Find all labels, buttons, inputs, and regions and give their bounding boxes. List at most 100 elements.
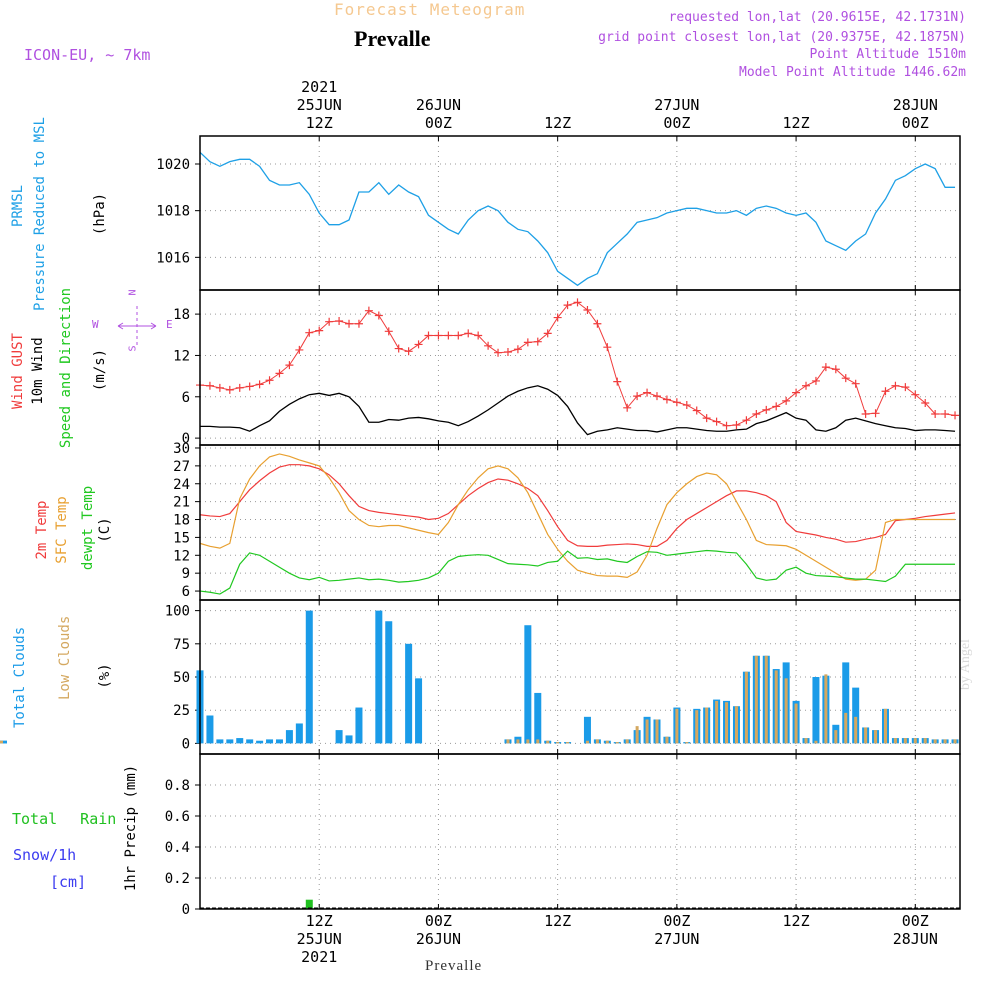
wind-gust-point: [424, 331, 433, 340]
low-clouds-bar: [784, 678, 788, 744]
y-tick-label: 12: [173, 348, 190, 364]
wind-gust-point: [762, 405, 771, 414]
wind-gust-point: [474, 331, 483, 340]
wind-gust-point: [613, 377, 622, 386]
wind-gust-point: [573, 298, 582, 307]
wind-gust-point: [315, 326, 324, 335]
y-tick-label: 15: [173, 530, 190, 546]
panel-frame: [199, 753, 961, 910]
wind-gust-point: [335, 317, 344, 325]
wind-gust-point: [931, 410, 940, 418]
y-tick-label: 25: [173, 703, 190, 719]
model-label: ICON-EU, ~ 7km: [24, 46, 151, 64]
bottom-time-label: 25JUN: [297, 930, 342, 948]
wind-gust-point: [394, 344, 403, 353]
low-clouds-bar: [526, 739, 530, 744]
low-clouds-bar: [516, 739, 520, 744]
y-tick-label: 100: [165, 604, 190, 620]
low-clouds-bar: [913, 738, 917, 744]
total-clouds-bar: [266, 739, 274, 744]
wind-gust-point: [235, 383, 244, 392]
low-clouds-bar: [864, 727, 868, 744]
wind-gust-point: [702, 414, 711, 423]
rain-bar: [305, 899, 313, 909]
wind-gust-point: [831, 365, 840, 374]
wind-gust-point: [275, 369, 284, 378]
low-clouds-bar: [943, 739, 947, 744]
y-tick-label: 0: [182, 736, 190, 752]
y-tick-label: 6: [182, 584, 190, 600]
wind-gust-point: [662, 395, 671, 404]
low-clouds-bar: [923, 738, 927, 744]
wind-gust-point: [215, 383, 224, 392]
wind-gust-point: [821, 363, 830, 372]
wind-gust-point: [841, 374, 850, 383]
wind-gust-point: [513, 345, 522, 354]
low-clouds-bar: [903, 738, 907, 744]
bottom-time-label: 27JUN: [654, 930, 699, 948]
top-time-label: 28JUN: [893, 96, 938, 114]
total-clouds-bar: [375, 610, 383, 744]
wind-gust-point: [533, 337, 542, 346]
wind-gust-point: [563, 301, 572, 310]
wind-gust-point: [414, 340, 423, 349]
y-tick-label: 30: [173, 441, 190, 457]
prmsl-line: [199, 151, 956, 287]
total-clouds-bar: [524, 625, 532, 744]
wind-gust-point: [941, 410, 950, 418]
wind-gust-point: [951, 411, 960, 420]
wind-gust-point: [245, 382, 254, 391]
y-tick-label: 24: [173, 477, 190, 493]
total-clouds-bar: [842, 662, 850, 744]
model-point-altitude: Model Point Altitude 1446.62m: [739, 65, 966, 80]
top-time-label: 27JUN: [654, 96, 699, 114]
requested-coords: requested lon,lat (20.9615E, 42.1731N): [668, 10, 966, 25]
temp-sfc-line: [199, 453, 956, 581]
wind-gust-point: [782, 396, 791, 405]
wind-gust-point: [454, 331, 463, 340]
bottom-time-label: 12Z: [306, 912, 333, 930]
low-clouds-bar: [883, 708, 887, 744]
total-clouds-bar: [345, 735, 353, 744]
low-clouds-bar: [605, 740, 609, 744]
total-clouds-bar: [812, 677, 820, 744]
wind-gust-point: [732, 421, 741, 430]
forecast-meteogram-label: Forecast Meteogram: [334, 0, 526, 19]
wind-gust-point: [494, 348, 503, 357]
low-clouds-bar: [546, 740, 550, 744]
y-tick-label: 0: [182, 902, 190, 918]
low-clouds-bar: [685, 742, 689, 744]
wind-gust-point: [354, 319, 363, 328]
top-time-label: 12Z: [306, 114, 333, 132]
wind-gust-point: [901, 383, 910, 392]
low-clouds-bar: [566, 742, 570, 744]
wind-gust-point: [305, 328, 314, 337]
compass-e: E: [166, 318, 173, 331]
total-clouds-bar: [852, 687, 860, 744]
y-tick-label: 21: [173, 495, 190, 511]
low-clouds-bar: [595, 739, 599, 744]
bottom-time-label: 12Z: [783, 912, 810, 930]
wind-gust-point: [484, 341, 493, 350]
panel-frame: [199, 135, 961, 291]
y-tick-label: 18: [173, 307, 190, 323]
wind-gust-point: [364, 306, 373, 315]
y-tick-label: 6: [182, 390, 190, 406]
low-clouds-bar: [824, 674, 828, 744]
total-clouds-bar: [534, 692, 542, 744]
wind-gust-point: [295, 345, 304, 354]
dewpoint-line: [199, 549, 956, 595]
wind-gust-point: [593, 319, 602, 328]
panel-frame: [199, 444, 961, 601]
snow-unit: [cm]: [50, 873, 87, 891]
wind-gust-point: [255, 380, 264, 389]
bottom-time-label: 2021: [301, 948, 337, 966]
wind-gust-point: [523, 338, 532, 347]
wind-gust-point: [603, 343, 612, 352]
bottom-time-label: 00Z: [663, 912, 690, 930]
low-clouds-bar: [804, 738, 808, 744]
wind-gust-point: [861, 410, 870, 418]
total-clouds-bar: [385, 621, 393, 744]
wind-gust-point: [345, 319, 354, 328]
